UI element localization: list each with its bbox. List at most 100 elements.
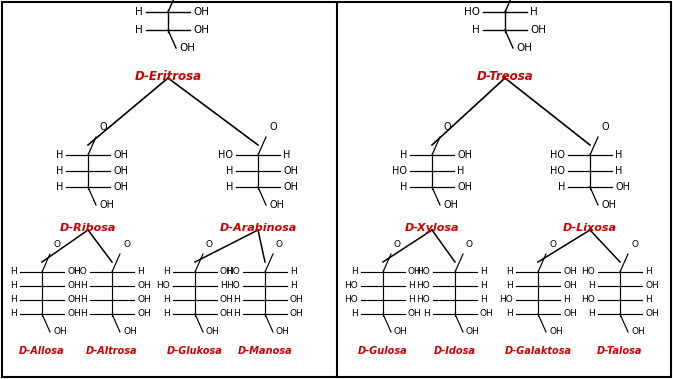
Text: HO: HO	[73, 268, 87, 277]
Text: HO: HO	[550, 166, 565, 176]
Text: H: H	[563, 296, 570, 304]
Text: OH: OH	[549, 327, 563, 337]
Text: HO: HO	[226, 282, 240, 290]
Text: D-Eritrosa: D-Eritrosa	[135, 70, 201, 83]
Text: HO: HO	[226, 268, 240, 277]
Text: H: H	[400, 150, 407, 160]
Text: H: H	[10, 296, 17, 304]
Text: H: H	[56, 166, 63, 176]
Text: HO: HO	[499, 296, 513, 304]
Text: H: H	[80, 296, 87, 304]
Text: O: O	[99, 122, 106, 132]
Text: H: H	[10, 268, 17, 277]
Text: H: H	[164, 296, 170, 304]
Text: HO: HO	[581, 296, 595, 304]
Text: H: H	[351, 310, 358, 318]
Text: OH: OH	[137, 310, 151, 318]
Text: OH: OH	[137, 296, 151, 304]
Text: H: H	[225, 182, 233, 192]
Text: OH: OH	[563, 310, 577, 318]
Text: H: H	[408, 282, 415, 290]
Text: OH: OH	[408, 310, 422, 318]
Text: D-Arabinosa: D-Arabinosa	[219, 223, 297, 233]
Text: HO: HO	[581, 268, 595, 277]
Text: H: H	[10, 282, 17, 290]
Text: D-Allosa: D-Allosa	[20, 346, 65, 356]
Text: OH: OH	[53, 327, 67, 337]
Text: OH: OH	[457, 150, 472, 160]
Text: OH: OH	[220, 268, 234, 277]
Text: HO: HO	[464, 7, 480, 17]
Text: O: O	[53, 240, 60, 249]
Text: O: O	[269, 122, 277, 132]
Text: OH: OH	[466, 327, 480, 337]
Text: H: H	[588, 310, 595, 318]
Text: OH: OH	[179, 43, 195, 53]
Text: OH: OH	[480, 310, 494, 318]
Text: D-Lixosa: D-Lixosa	[563, 223, 617, 233]
Text: OH: OH	[563, 268, 577, 277]
Text: OH: OH	[67, 268, 81, 277]
Text: D-Idosa: D-Idosa	[434, 346, 476, 356]
Text: OH: OH	[457, 182, 472, 192]
Text: HO: HO	[345, 282, 358, 290]
Text: OH: OH	[193, 7, 209, 17]
Text: H: H	[615, 150, 623, 160]
Text: HO: HO	[550, 150, 565, 160]
Text: O: O	[206, 240, 213, 249]
Text: OH: OH	[631, 327, 645, 337]
Text: HO: HO	[416, 296, 430, 304]
Text: O: O	[443, 122, 451, 132]
Text: OH: OH	[67, 310, 81, 318]
Text: H: H	[472, 25, 480, 35]
Text: H: H	[164, 310, 170, 318]
Text: OH: OH	[530, 25, 546, 35]
Text: H: H	[530, 7, 538, 17]
Text: OH: OH	[645, 282, 659, 290]
Text: D-Glukosa: D-Glukosa	[167, 346, 223, 356]
Text: H: H	[290, 282, 297, 290]
Text: H: H	[645, 296, 651, 304]
Text: D-Treosa: D-Treosa	[476, 70, 533, 83]
Text: O: O	[631, 240, 638, 249]
Text: OH: OH	[290, 296, 304, 304]
Text: O: O	[549, 240, 556, 249]
Text: OH: OH	[601, 200, 616, 210]
Text: H: H	[220, 282, 227, 290]
Text: H: H	[558, 182, 565, 192]
Text: D-Manosa: D-Manosa	[238, 346, 292, 356]
Text: H: H	[400, 182, 407, 192]
Text: H: H	[588, 282, 595, 290]
Text: O: O	[276, 240, 283, 249]
Text: OH: OH	[283, 182, 298, 192]
Text: OH: OH	[408, 268, 422, 277]
Text: H: H	[506, 282, 513, 290]
Text: OH: OH	[290, 310, 304, 318]
Text: H: H	[351, 268, 358, 277]
Text: H: H	[506, 310, 513, 318]
Text: H: H	[645, 268, 651, 277]
Text: OH: OH	[615, 182, 630, 192]
Text: D-Galaktosa: D-Galaktosa	[505, 346, 571, 356]
Text: D-Altrosa: D-Altrosa	[86, 346, 138, 356]
Text: HO: HO	[416, 282, 430, 290]
Text: HO: HO	[156, 282, 170, 290]
Text: OH: OH	[137, 282, 151, 290]
Text: OH: OH	[113, 166, 128, 176]
Text: H: H	[234, 310, 240, 318]
Text: H: H	[506, 268, 513, 277]
Text: H: H	[10, 310, 17, 318]
Text: H: H	[80, 310, 87, 318]
Text: HO: HO	[392, 166, 407, 176]
Text: O: O	[123, 240, 130, 249]
Text: H: H	[423, 310, 430, 318]
Text: O: O	[394, 240, 401, 249]
Text: H: H	[80, 282, 87, 290]
Text: D-Gulosa: D-Gulosa	[358, 346, 408, 356]
Text: D-Talosa: D-Talosa	[597, 346, 643, 356]
Text: H: H	[457, 166, 464, 176]
Text: H: H	[137, 268, 144, 277]
Text: OH: OH	[113, 150, 128, 160]
Text: H: H	[480, 268, 487, 277]
Text: OH: OH	[123, 327, 137, 337]
